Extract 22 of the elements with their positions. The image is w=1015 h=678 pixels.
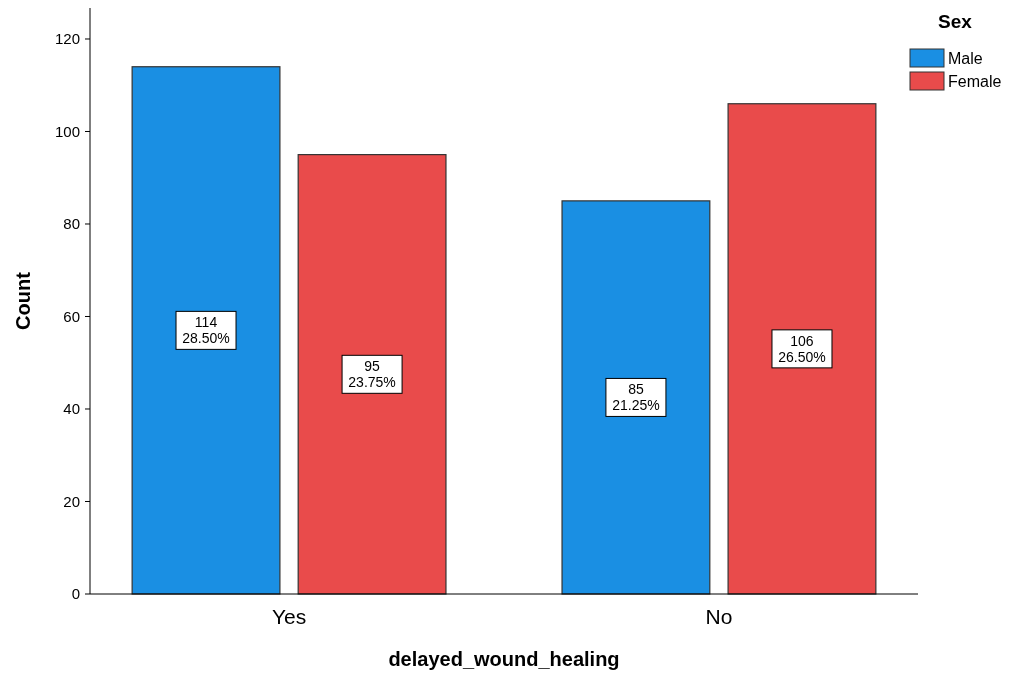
y-tick-label: 100 xyxy=(54,122,80,140)
bar xyxy=(727,103,877,595)
y-tick-label: 40 xyxy=(63,400,80,418)
x-axis-title: delayed_wound_healing xyxy=(388,648,620,670)
data-label: 106 26.50% xyxy=(778,332,826,365)
legend-label: Female xyxy=(948,72,1002,90)
bar xyxy=(131,66,281,595)
y-tick-label: 60 xyxy=(63,307,80,325)
legend-label: Male xyxy=(948,49,983,67)
y-axis-title: Count xyxy=(12,271,34,330)
x-tick-label: Yes xyxy=(271,605,307,628)
data-label: 114 28.50% xyxy=(182,314,230,347)
y-tick-label: 20 xyxy=(63,492,80,510)
bar xyxy=(561,200,711,595)
y-tick-label: 120 xyxy=(54,30,80,48)
x-tick-label: No xyxy=(705,605,733,628)
bar xyxy=(297,154,447,595)
data-label: 95 23.75% xyxy=(348,358,396,391)
y-tick-label: 80 xyxy=(63,215,80,233)
data-label: 85 21.25% xyxy=(612,381,660,414)
legend-title: Sex xyxy=(938,11,973,32)
y-tick-label: 0 xyxy=(71,585,80,603)
